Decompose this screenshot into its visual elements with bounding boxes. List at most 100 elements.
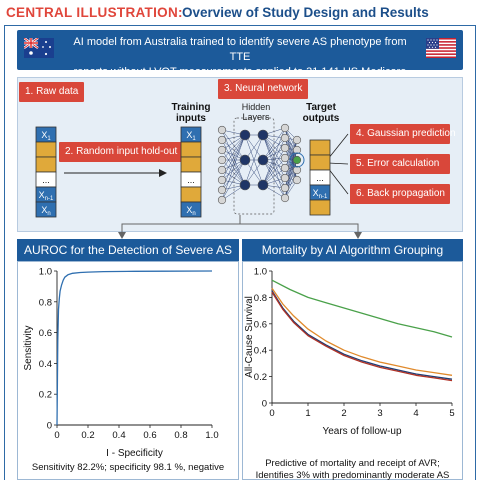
network-node bbox=[292, 155, 302, 165]
network-node bbox=[217, 165, 227, 175]
target-output-cell bbox=[309, 154, 331, 171]
network-node bbox=[280, 193, 290, 203]
study-banner: AI model from Australia trained to ident… bbox=[17, 30, 463, 93]
auroc-y-tick-label: 0.4 bbox=[39, 359, 52, 370]
training-input-cell bbox=[180, 156, 202, 173]
auroc-x-tick-label: 0.2 bbox=[81, 430, 94, 441]
illustration-label: CENTRAL ILLUSTRATION: bbox=[6, 5, 183, 20]
step-raw-data: 1. Raw data bbox=[19, 82, 85, 102]
training-input-cell-label: ... bbox=[187, 175, 195, 185]
network-node bbox=[280, 143, 290, 153]
selected-output-ring bbox=[289, 152, 305, 168]
training-input-cell bbox=[180, 141, 202, 158]
step-back-propagation: 6. Back propagation bbox=[350, 184, 450, 204]
target-output-cell bbox=[309, 199, 331, 216]
australia-flag-icon bbox=[24, 38, 54, 58]
bracket-arrow-right bbox=[354, 232, 362, 239]
raw-data-cell-label: ... bbox=[42, 175, 50, 185]
network-edge bbox=[284, 169, 298, 199]
auroc-y-tick-label: 0.8 bbox=[39, 297, 52, 308]
mortality-x-tick-label: 0 bbox=[269, 408, 274, 419]
auroc-y-tick-label: 0.2 bbox=[39, 390, 52, 401]
network-node bbox=[257, 154, 269, 166]
network-edge bbox=[221, 134, 246, 171]
network-edge bbox=[221, 129, 246, 161]
training-input-cell bbox=[180, 186, 202, 203]
auroc-chart: 0 0.2 0.4 0.6 0.8 1.0 0 0.2 0.4 0.6 0.8 1.0 I - Spec… bbox=[23, 267, 219, 460]
network-node bbox=[292, 165, 302, 175]
hidden-layers-label: Hidden Layers bbox=[241, 102, 271, 122]
connector-backprop bbox=[327, 167, 349, 195]
step-error-calculation: 5. Error calculation bbox=[350, 154, 450, 174]
auroc-panel-title: AUROC for the Detection of Severe AS bbox=[17, 239, 239, 261]
network-node bbox=[292, 135, 302, 145]
mortality-series-line-0 bbox=[271, 279, 453, 338]
mortality-series-line-1 bbox=[271, 287, 453, 376]
connector-error bbox=[327, 162, 349, 165]
mortality-series-line-2 bbox=[271, 290, 453, 380]
mortality-y-label: All-Cause Survival bbox=[244, 296, 255, 378]
network-node bbox=[292, 145, 302, 155]
mortality-x-tick-label: 1 bbox=[305, 408, 310, 419]
auroc-x-tick-label: 0 bbox=[54, 430, 59, 441]
auroc-x-tick-label: 0.4 bbox=[112, 430, 125, 441]
network-node bbox=[217, 155, 227, 165]
step-neural-network: 3. Neural network bbox=[218, 79, 309, 99]
title-bar: CENTRAL ILLUSTRATION: Overview of Study … bbox=[0, 0, 480, 26]
network-node bbox=[257, 129, 269, 141]
usa-flag-icon bbox=[426, 38, 456, 58]
network-edge bbox=[284, 139, 298, 179]
network-node bbox=[280, 133, 290, 143]
bracket-arrow-left bbox=[118, 232, 126, 239]
training-input-cell-label: Xn bbox=[186, 205, 195, 217]
network-node bbox=[239, 154, 251, 166]
auroc-caption: Sensitivity 82.2%; specificity 98.1 %, n… bbox=[31, 462, 225, 473]
network-node bbox=[239, 129, 251, 141]
mortality-y-tick-label: 0.6 bbox=[254, 319, 267, 330]
illustration-title: Overview of Study Design and Results bbox=[182, 5, 429, 20]
mortality-y-tick-label: 1.0 bbox=[254, 267, 267, 278]
network-node bbox=[280, 123, 290, 133]
auroc-x-tick-label: 1.0 bbox=[205, 430, 218, 441]
auroc-y-tick-label: 0 bbox=[47, 421, 52, 432]
network-node bbox=[280, 153, 290, 163]
raw-data-cell bbox=[35, 201, 57, 218]
training-inputs-label: Training inputs bbox=[171, 102, 211, 124]
network-node bbox=[257, 179, 269, 191]
network-node bbox=[217, 145, 227, 155]
raw-data-cell-label: X1 bbox=[41, 130, 51, 142]
network-edge bbox=[262, 159, 286, 189]
network-edge bbox=[221, 159, 246, 191]
network-edge bbox=[221, 159, 246, 201]
hidden-layer-frame bbox=[233, 117, 275, 215]
mortality-y-tick-label: 0.2 bbox=[254, 372, 267, 383]
mortality-caption-2: Identifies 3% with predominantly moderat… bbox=[255, 470, 450, 480]
auroc-x-label: I - Specificity bbox=[106, 448, 163, 459]
mortality-y-tick-label: 0.8 bbox=[254, 293, 267, 304]
mortality-x-tick-label: 4 bbox=[413, 408, 418, 419]
mortality-y-tick-label: 0 bbox=[262, 399, 267, 410]
training-input-cell-label: X1 bbox=[186, 130, 196, 142]
training-input-cell bbox=[180, 201, 202, 218]
network-node bbox=[292, 175, 302, 185]
mortality-chart: 0 1 2 3 4 5 0 0.2 0.4 0.6 0.8 1.0 Years of follow-up… bbox=[244, 267, 455, 438]
network-node bbox=[217, 125, 227, 135]
network-edge bbox=[221, 134, 246, 161]
mortality-x-tick-label: 2 bbox=[341, 408, 346, 419]
auroc-series-line-0 bbox=[56, 270, 213, 426]
network-edge bbox=[262, 137, 286, 186]
target-outputs-label: Target outputs bbox=[302, 102, 340, 124]
network-node bbox=[280, 183, 290, 193]
schema-graphics: X1...Xn-1Xn X1...Xn ...Xn-1 bbox=[35, 117, 362, 239]
auroc-y-tick-label: 0.6 bbox=[39, 328, 52, 339]
auroc-y-tick-label: 1.0 bbox=[39, 267, 52, 278]
mortality-y-tick-label: 0.4 bbox=[254, 346, 267, 357]
step-random-holdout: 2. Random input hold-out bbox=[59, 142, 184, 162]
banner-line-1: AI model from Australia trained to ident… bbox=[73, 36, 407, 63]
auroc-x-tick-label: 0.8 bbox=[174, 430, 187, 441]
step-gaussian-prediction: 4. Gaussian prediction bbox=[350, 124, 456, 144]
network-edge bbox=[221, 134, 246, 181]
network-node bbox=[217, 185, 227, 195]
target-output-cell bbox=[309, 139, 331, 156]
network-node bbox=[217, 175, 227, 185]
